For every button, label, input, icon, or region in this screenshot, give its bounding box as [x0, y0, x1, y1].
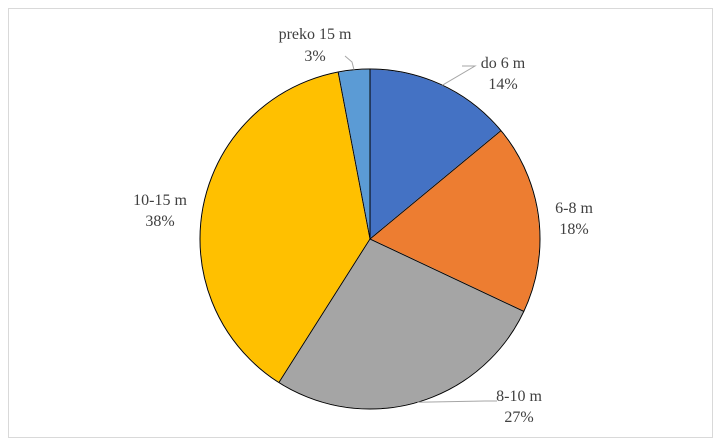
leader-line-preko-15-m	[344, 55, 355, 70]
slice-divider	[369, 130, 502, 240]
leader-line-8-10-m	[417, 400, 497, 403]
slice-percent-preko-15-m: 3%	[304, 48, 325, 65]
leader-line-do-6-m	[442, 65, 477, 86]
slice-percent-8-10-m: 27%	[504, 409, 533, 426]
pie-slices	[199, 68, 541, 410]
slice-percent-6-8-m: 18%	[559, 221, 588, 238]
slice-label-6-8-m: 6-8 m	[555, 200, 593, 217]
slice-label-10-15-m: 10-15 m	[133, 192, 187, 209]
slice-label-do-6-m: do 6 m	[481, 55, 526, 72]
slice-divider	[369, 238, 525, 312]
slice-percent-10-15-m: 38%	[145, 213, 174, 230]
slice-divider	[278, 238, 371, 383]
slice-label-preko-15-m: preko 15 m	[279, 26, 352, 43]
slice-percent-do-6-m: 14%	[488, 76, 517, 93]
leader-lines	[344, 55, 497, 403]
slice-divider	[337, 71, 371, 240]
slice-label-8-10-m: 8-10 m	[496, 388, 542, 405]
